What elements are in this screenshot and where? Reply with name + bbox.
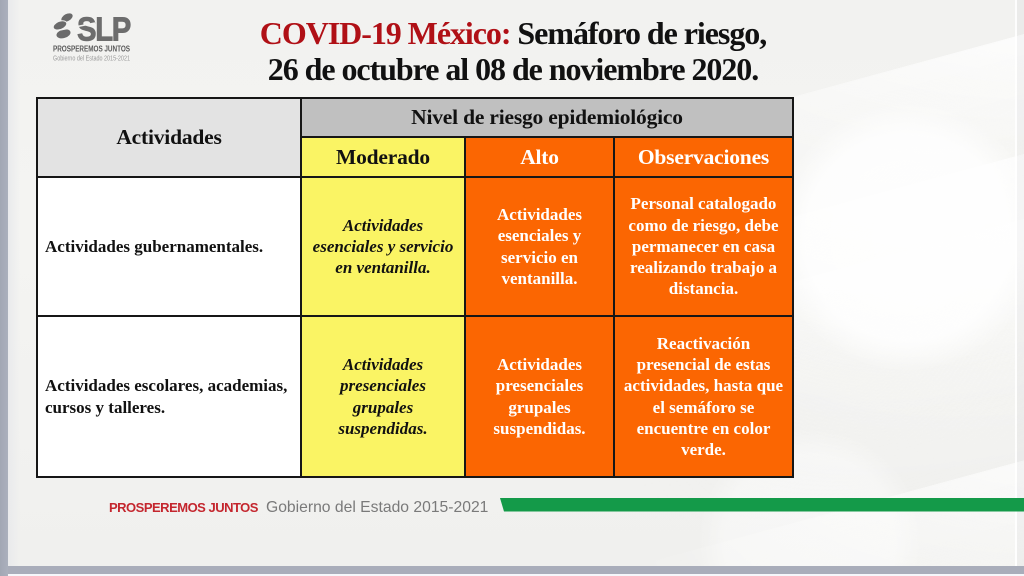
slp-logo-slogan: PROSPEREMOS JUNTOS (53, 44, 130, 54)
right-edge-shade (1017, 0, 1024, 566)
slp-logo: SLP PROSPEREMOS JUNTOS Gobierno del Esta… (48, 9, 143, 69)
footer-green-bar (500, 498, 1024, 512)
slp-logo-acronym: SLP (77, 12, 131, 49)
table-row1-alto: Actividades esenciales y servicio en ven… (466, 178, 613, 315)
slide-title-highlight: COVID-19 México: (259, 15, 512, 51)
slp-logo-graphic: SLP PROSPEREMOS JUNTOS Gobierno del Esta… (49, 11, 133, 63)
table-subheader-observaciones: Observaciones (615, 138, 792, 176)
risk-table: Actividades Nivel de riesgo epidemiológi… (36, 97, 794, 478)
table-row1-observaciones: Personal catalogado como de riesgo, debe… (615, 178, 792, 315)
slide-title-rest: Semáforo de riesgo, (510, 15, 767, 51)
slide-title-line1: COVID-19 México: Semáforo de riesgo, (1, 15, 1024, 51)
table-subheader-alto: Alto (466, 138, 613, 176)
background-circle (775, 105, 1024, 370)
table-row2-moderado: Actividades presenciales grupales suspen… (302, 317, 464, 476)
footer-government: Gobierno del Estado 2015-2021 (266, 498, 489, 516)
table-row1-moderado: Actividades esenciales y servicio en ven… (302, 178, 464, 315)
table-row2-actividad: Actividades escolares, academias, cursos… (38, 317, 300, 476)
table-row2-alto: Actividades presenciales grupales suspen… (466, 317, 613, 476)
table-header-nivel-de-riesgo: Nivel de riesgo epidemiológico (302, 99, 792, 136)
footer-slogan: PROSPEREMOS JUNTOS (109, 499, 258, 515)
table-row1-actividad: Actividades gubernamentales. (38, 178, 300, 315)
table-subheader-moderado: Moderado (302, 138, 464, 176)
left-edge-bar (0, 0, 8, 576)
slide-title-line2: 26 de octubre al 08 de noviembre 2020. (267, 51, 760, 87)
left-edge-fade (8, 0, 20, 576)
bottom-edge-bar (8, 566, 1024, 574)
slide-title: COVID-19 México: Semáforo de riesgo, 26 … (1, 15, 1024, 87)
right-edge-line (1015, 0, 1017, 566)
bottom-edge-highlight (8, 573, 1024, 576)
table-header-actividades: Actividades (38, 99, 300, 176)
slp-logo-government: Gobierno del Estado 2015-2021 (53, 54, 130, 63)
table-row2-observaciones: Reactivación presencial de estas activid… (615, 317, 792, 476)
